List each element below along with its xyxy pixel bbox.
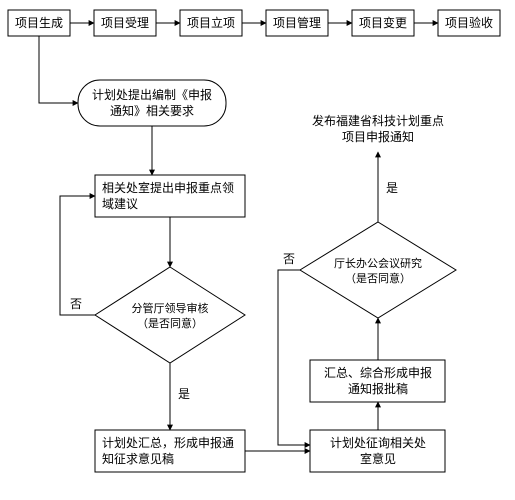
label-yes2: 是 xyxy=(386,181,398,195)
label-no1: 否 xyxy=(70,297,82,311)
node-review2-line2: （是否同意） xyxy=(345,271,411,285)
node-top6-label: 项目验收 xyxy=(445,15,493,30)
label-yes1: 是 xyxy=(178,387,190,401)
node-top4: 项目管理 xyxy=(266,10,328,36)
node-consult: 计划处征询相关处 室意见 xyxy=(310,430,445,472)
node-consult-line2: 室意见 xyxy=(360,451,396,466)
node-publish-line1: 发布福建省科技计划重点 xyxy=(312,113,444,128)
node-suggest: 相关处室提出申报重点领 域建议 xyxy=(95,175,245,217)
node-top3-label: 项目立项 xyxy=(187,15,235,30)
node-draft: 计划处汇总，形成申报通 知征求意见稿 xyxy=(95,430,245,472)
node-notice-line1: 计划处提出编制《申报 xyxy=(92,87,212,102)
node-top5-label: 项目变更 xyxy=(359,15,407,30)
node-top1-label: 项目生成 xyxy=(15,16,63,30)
node-consult-line1: 计划处征询相关处 xyxy=(330,436,426,450)
node-top3: 项目立项 xyxy=(180,10,242,36)
node-publish-line2: 项目申报通知 xyxy=(342,129,414,144)
node-review1-line2: （是否同意） xyxy=(137,316,203,330)
node-draft-line1: 计划处汇总，形成申报通 xyxy=(102,435,234,450)
node-suggest-line2: 域建议 xyxy=(102,197,138,211)
node-summary-line2: 通知报批稿 xyxy=(348,381,408,396)
node-summary-line1: 汇总、综合形成申报 xyxy=(324,365,432,380)
node-draft-line2: 知征求意见稿 xyxy=(102,451,174,466)
node-notice: 计划处提出编制《申报 通知》相关要求 xyxy=(78,80,226,126)
edge-top1-notice xyxy=(39,36,78,103)
node-top4-label: 项目管理 xyxy=(273,15,321,30)
node-review2: 厅长办公会议研究 （是否同意） xyxy=(300,222,456,318)
node-review2-line1: 厅长办公会议研究 xyxy=(334,256,422,270)
node-top2: 项目受理 xyxy=(94,10,156,36)
label-no2: 否 xyxy=(283,252,295,266)
node-top5: 项目变更 xyxy=(352,10,414,36)
node-review1-line1: 分管厅领导审核 xyxy=(132,301,209,315)
node-top2-label: 项目受理 xyxy=(101,16,149,30)
node-suggest-line1: 相关处室提出申报重点领 xyxy=(102,180,234,195)
flowchart: 项目生成 项目受理 项目立项 项目管理 项目变更 项目验收 计划处提出编制《申报… xyxy=(0,0,515,500)
node-top1: 项目生成 xyxy=(8,10,70,36)
node-publish: 发布福建省科技计划重点 项目申报通知 xyxy=(312,113,444,144)
node-notice-line2: 通知》相关要求 xyxy=(110,104,194,118)
node-top6: 项目验收 xyxy=(438,10,500,36)
edge-review2-no xyxy=(278,270,310,445)
node-summary: 汇总、综合形成申报 通知报批稿 xyxy=(310,360,445,402)
node-review1: 分管厅领导审核 （是否同意） xyxy=(95,267,245,363)
